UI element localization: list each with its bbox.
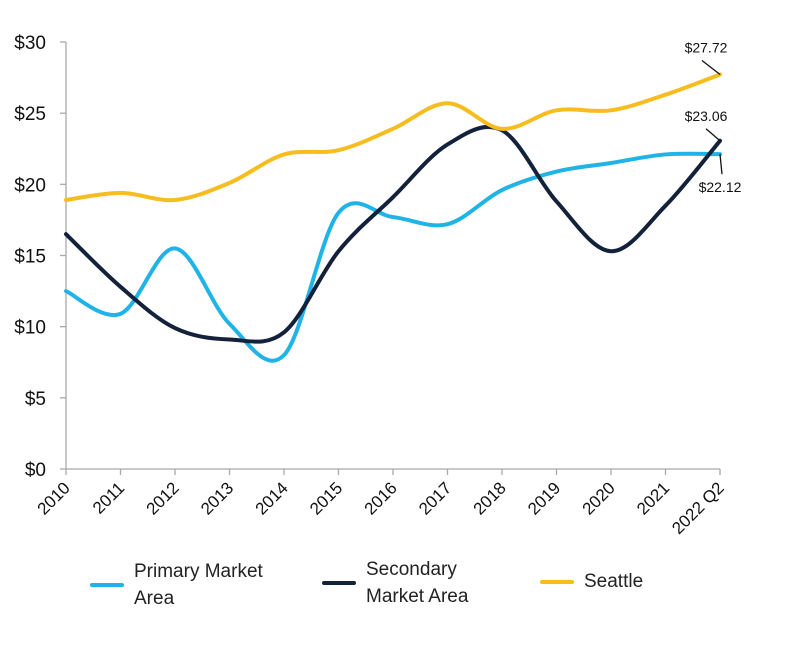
annotation-leader-line bbox=[705, 128, 721, 142]
x-tick-label: 2014 bbox=[252, 478, 292, 518]
chart-annotations: $27.72 $23.06 $22.12 bbox=[685, 39, 742, 195]
x-tick-label: 2011 bbox=[89, 478, 128, 517]
annotation-label-primary-market-area: $22.12 bbox=[699, 179, 742, 195]
y-tick-label: $25 bbox=[14, 104, 46, 125]
y-tick-label: $15 bbox=[14, 247, 46, 268]
legend-label-seattle: Seattle bbox=[584, 571, 644, 592]
x-tick-label: 2012 bbox=[143, 478, 183, 518]
series-line-seattle bbox=[64, 72, 722, 203]
legend-label-secondary: Secondary Market Area bbox=[366, 559, 469, 607]
annotation-leader-line bbox=[719, 154, 723, 175]
chart-series-lines bbox=[64, 72, 722, 363]
x-tick-label: 2020 bbox=[579, 478, 619, 518]
x-tick-label: 2015 bbox=[306, 478, 346, 518]
legend-swatch-seattle bbox=[540, 579, 574, 584]
y-tick-label: $0 bbox=[25, 460, 46, 481]
chart-legend: Primary Market Area Secondary Market Are… bbox=[0, 556, 786, 626]
legend-item-primary-market-area: Primary Market Area bbox=[90, 558, 263, 612]
y-tick-label: $30 bbox=[14, 33, 46, 54]
legend-swatch-primary bbox=[90, 583, 124, 587]
x-tick-label: 2013 bbox=[197, 478, 237, 518]
series-line-primary-market-area bbox=[64, 151, 722, 363]
legend-item-seattle: Seattle bbox=[540, 568, 643, 595]
series-line-secondary-market-area bbox=[64, 124, 722, 344]
x-tick-label: 2018 bbox=[470, 478, 510, 518]
annotation-label-secondary-market-area: $23.06 bbox=[685, 108, 728, 124]
line-chart: $0 $5 $10 $15 $20 $25 $30 2010 2011 2012 2013 2014 2… bbox=[14, 33, 742, 538]
x-tick-label: 2021 bbox=[633, 478, 673, 518]
legend-item-secondary-market-area: Secondary Market Area bbox=[322, 556, 468, 610]
x-tick-label: 2017 bbox=[415, 478, 455, 518]
annotation-leader-line bbox=[701, 59, 721, 75]
x-tick-label: 2022 Q2 bbox=[668, 478, 728, 538]
annotation-label-seattle: $27.72 bbox=[685, 39, 728, 55]
x-tick-label: 2010 bbox=[34, 478, 74, 518]
y-tick-label: $10 bbox=[14, 318, 46, 339]
x-tick-label: 2019 bbox=[524, 478, 564, 518]
legend-label-primary: Primary Market Area bbox=[134, 561, 263, 609]
x-tick-label: 2016 bbox=[361, 478, 401, 518]
legend-swatch-secondary bbox=[322, 581, 356, 585]
y-tick-label: $20 bbox=[14, 175, 46, 196]
y-tick-label: $5 bbox=[25, 389, 46, 410]
